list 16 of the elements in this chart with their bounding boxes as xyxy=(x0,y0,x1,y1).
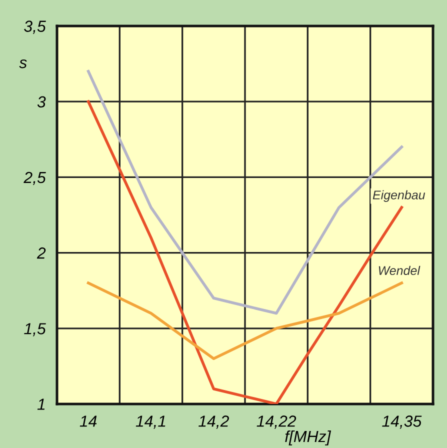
y-tick-label: 2,5 xyxy=(24,172,46,186)
line-series xyxy=(86,282,404,360)
x-tick-label: 14,2 xyxy=(198,416,229,429)
y-axis-title: s xyxy=(19,59,27,68)
x-axis-title: f[MHz] xyxy=(285,430,332,446)
y-tick-label: 3 xyxy=(37,96,46,108)
x-tick-label: 14,35 xyxy=(382,416,422,429)
x-tick-label: 14,1 xyxy=(136,416,166,429)
series-label: Eigenbau xyxy=(372,190,426,202)
y-tick-label: 1 xyxy=(37,398,45,410)
y-tick-label: 1,5 xyxy=(24,323,46,336)
y-tick-label: 3,5 xyxy=(24,20,46,34)
x-tick-label: 14,22 xyxy=(256,416,296,429)
x-tick-label: 14 xyxy=(80,416,97,427)
series-label: Wendel xyxy=(378,266,420,276)
y-tick-label: 2 xyxy=(36,247,46,259)
